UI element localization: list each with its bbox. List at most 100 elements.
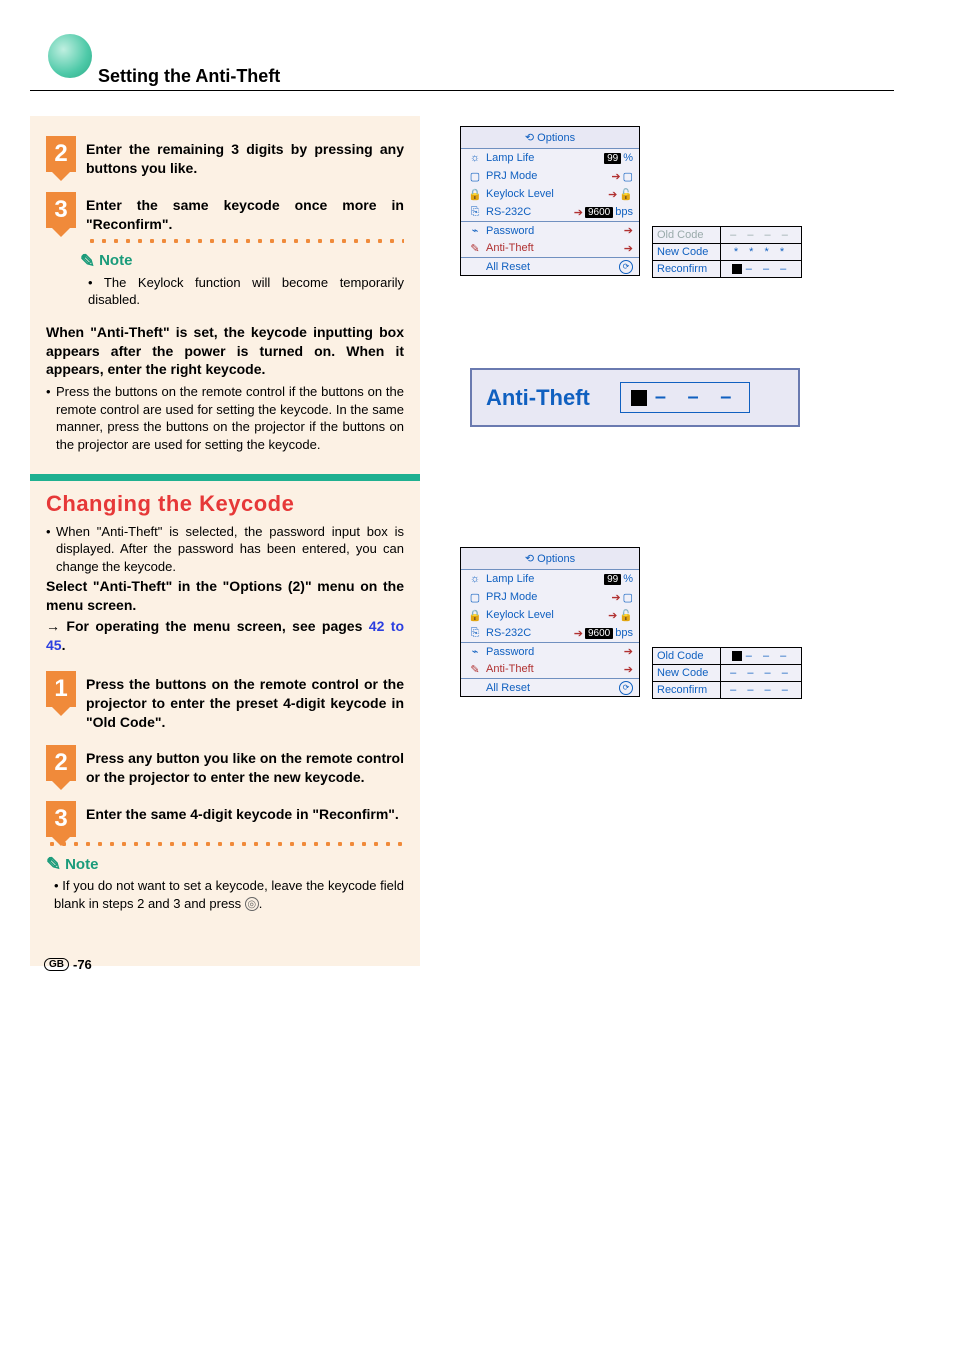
options-row-password: ⌁ Password ➔ bbox=[461, 221, 639, 239]
code-row-label: Old Code bbox=[653, 227, 721, 243]
options-row-rs232c: ⎘ RS-232C ➔9600bps bbox=[461, 624, 639, 642]
note-label: ✎ Note bbox=[80, 252, 404, 270]
note-pencil-icon: ✎ bbox=[46, 855, 61, 873]
region-badge: GB bbox=[44, 958, 69, 971]
step-row: 2 Enter the remaining 3 digits by pressi… bbox=[46, 136, 404, 178]
theft-icon: ✎ bbox=[467, 242, 483, 255]
paragraph-bold: Select "Anti-Theft" in the "Options (2)"… bbox=[46, 577, 404, 615]
key-icon: ⌁ bbox=[467, 645, 483, 658]
lamp-icon: ☼ bbox=[467, 152, 483, 164]
options-row-keylock: 🔒 Keylock Level ➔🔓 bbox=[461, 185, 639, 203]
prj-icon: ▢ bbox=[467, 591, 483, 604]
options-title: ⟲ Options bbox=[461, 127, 639, 149]
cursor-icon bbox=[732, 651, 742, 661]
paragraph-bold: When "Anti-Theft" is set, the keycode in… bbox=[46, 323, 404, 380]
left-column: 2 Enter the remaining 3 digits by pressi… bbox=[30, 116, 420, 966]
code-row-label: Reconfirm bbox=[653, 682, 721, 698]
section-heading: Changing the Keycode bbox=[46, 491, 404, 517]
prj-icon: ▢ bbox=[467, 170, 483, 183]
arrow-right-icon: ➔ bbox=[611, 591, 620, 604]
lock-icon: 🔒 bbox=[467, 609, 483, 622]
step-number-badge: 1 bbox=[46, 671, 76, 707]
options-row-prj-mode: ▢ PRJ Mode ➔▢ bbox=[461, 167, 639, 185]
step-text: Enter the same keycode once more in "Rec… bbox=[86, 192, 404, 234]
enter-button-icon bbox=[245, 897, 259, 911]
right-column: ⟲ Options ☼ Lamp Life 99% ▢ PRJ Mode ➔▢ … bbox=[460, 116, 894, 966]
arrow-right-icon: ➔ bbox=[574, 206, 583, 219]
lock-icon: 🔒 bbox=[467, 188, 483, 201]
paragraph-bullet: When "Anti-Theft" is selected, the passw… bbox=[46, 523, 404, 576]
note-block: ✎ Note The Keylock function will become … bbox=[80, 252, 404, 309]
section-divider-bar bbox=[30, 474, 420, 481]
arrow-right-icon: ➔ bbox=[624, 645, 633, 658]
note-label: ✎ Note bbox=[46, 855, 404, 873]
page-title: Setting the Anti-Theft bbox=[98, 66, 280, 87]
options-row-keylock: 🔒 Keylock Level ➔🔓 bbox=[461, 606, 639, 624]
step-number-badge: 2 bbox=[46, 745, 76, 781]
paragraph-bullet: Press the buttons on the remote control … bbox=[46, 383, 404, 453]
step-text: Press any button you like on the remote … bbox=[86, 745, 404, 787]
page-header: Setting the Anti-Theft bbox=[30, 40, 894, 100]
code-entry-table: Old Code – – – – New Code * * * * Reconf… bbox=[652, 226, 802, 278]
note-body: The Keylock function will become tempora… bbox=[80, 274, 404, 309]
code-entry-table: Old Code – – – New Code – – – – Reconfir… bbox=[652, 647, 802, 699]
code-row-value: – – – – bbox=[721, 682, 801, 698]
title-underline bbox=[30, 90, 894, 91]
page-number: GB -76 bbox=[44, 957, 92, 972]
figure-options-top: ⟲ Options ☼ Lamp Life 99% ▢ PRJ Mode ➔▢ … bbox=[460, 126, 894, 278]
code-row-value: – – – – bbox=[721, 227, 801, 243]
step-text: Press the buttons on the remote control … bbox=[86, 671, 404, 732]
step-row: 1 Press the buttons on the remote contro… bbox=[46, 671, 404, 732]
arrow-right-icon: ➔ bbox=[608, 188, 617, 201]
code-row-label: New Code bbox=[653, 665, 721, 681]
port-icon: ⎘ bbox=[467, 627, 483, 640]
menu-ref-prefix: → For operating the menu screen, see pag… bbox=[46, 618, 369, 634]
arrow-right-icon: ➔ bbox=[608, 609, 617, 622]
options-row-lamp-life: ☼ Lamp Life 99% bbox=[461, 570, 639, 588]
options-row-prj-mode: ▢ PRJ Mode ➔▢ bbox=[461, 588, 639, 606]
arrow-right-icon: ➔ bbox=[624, 242, 633, 255]
options-row-all-reset: All Reset ⟳ bbox=[461, 678, 639, 696]
anti-theft-entry-box: – – – bbox=[620, 382, 750, 413]
options-menu-panel: ⟲ Options ☼ Lamp Life 99% ▢ PRJ Mode ➔▢ … bbox=[460, 126, 640, 276]
arrow-right-icon: ➔ bbox=[574, 627, 583, 640]
options-menu-panel: ⟲ Options ☼ Lamp Life 99% ▢ PRJ Mode ➔▢ … bbox=[460, 547, 640, 697]
step-number-badge: 3 bbox=[46, 192, 76, 228]
options-row-anti-theft: ✎ Anti-Theft ➔ bbox=[461, 239, 639, 257]
page-number-text: -76 bbox=[73, 957, 92, 972]
options-row-all-reset: All Reset ⟳ bbox=[461, 257, 639, 275]
step-text: Enter the same 4-digit keycode in "Recon… bbox=[86, 801, 399, 824]
lamp-icon: ☼ bbox=[467, 573, 483, 585]
code-row-label: New Code bbox=[653, 244, 721, 260]
note-body-suffix: . bbox=[259, 896, 263, 911]
code-row-value: – – – – bbox=[721, 665, 801, 681]
header-accent-circle bbox=[48, 34, 92, 78]
code-row-value: – – – bbox=[721, 648, 801, 664]
reset-circle-icon: ⟳ bbox=[619, 681, 633, 695]
options-title: ⟲ Options bbox=[461, 548, 639, 570]
anti-theft-entry-value: – – – bbox=[655, 386, 739, 409]
options-row-password: ⌁ Password ➔ bbox=[461, 642, 639, 660]
cursor-icon bbox=[732, 264, 742, 274]
arrow-right-icon: ➔ bbox=[624, 663, 633, 676]
reset-circle-icon: ⟳ bbox=[619, 260, 633, 274]
options-row-lamp-life: ☼ Lamp Life 99% bbox=[461, 149, 639, 167]
note-pencil-icon: ✎ bbox=[80, 252, 95, 270]
step-row: 2 Press any button you like on the remot… bbox=[46, 745, 404, 787]
menu-ref-line: → For operating the menu screen, see pag… bbox=[46, 617, 404, 655]
step-text: Enter the remaining 3 digits by pressing… bbox=[86, 136, 404, 178]
code-row-label: Reconfirm bbox=[653, 261, 721, 277]
step-row: 3 Enter the same keycode once more in "R… bbox=[46, 192, 404, 234]
code-row-value: * * * * bbox=[721, 244, 801, 260]
note-block: ✎ Note If you do not want to set a keyco… bbox=[46, 855, 404, 912]
key-icon: ⌁ bbox=[467, 224, 483, 237]
figure-options-bottom: ⟲ Options ☼ Lamp Life 99% ▢ PRJ Mode ➔▢ … bbox=[460, 547, 894, 699]
anti-theft-input-banner: Anti-Theft – – – bbox=[470, 368, 800, 427]
options-row-rs232c: ⎘ RS-232C ➔9600bps bbox=[461, 203, 639, 221]
dotted-separator bbox=[46, 841, 404, 847]
code-row-value: – – – bbox=[721, 261, 801, 277]
code-row-label: Old Code bbox=[653, 648, 721, 664]
theft-icon: ✎ bbox=[467, 663, 483, 676]
step-number-badge: 3 bbox=[46, 801, 76, 837]
anti-theft-banner-label: Anti-Theft bbox=[486, 385, 590, 411]
